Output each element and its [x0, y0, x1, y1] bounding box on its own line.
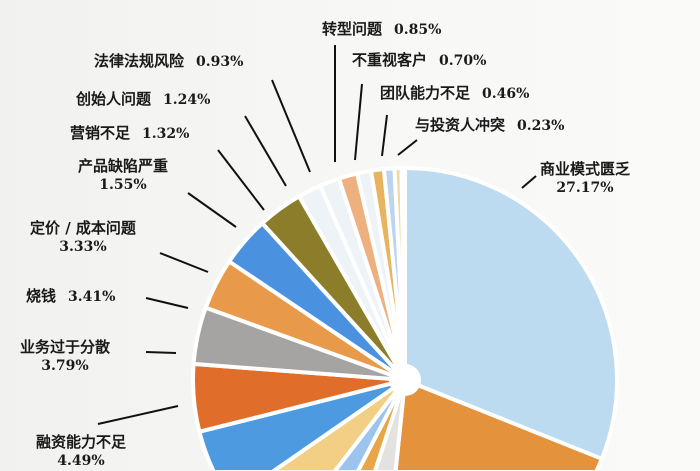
label-text: 转型问题: [322, 20, 383, 38]
label-pct: 1.55%: [99, 177, 147, 193]
label-burn: 烧钱 3.41%: [26, 287, 115, 307]
label-pct: 4.49%: [57, 453, 105, 469]
pie-slices: [191, 165, 619, 470]
pie-slice: [271, 378, 407, 470]
label-ignore-customer: 不重视客户 0.70%: [352, 51, 486, 71]
pie-slice: [399, 165, 407, 381]
label-pct: 3.33%: [59, 239, 107, 255]
pie-center: [389, 364, 421, 396]
pie-slice: [393, 377, 605, 470]
label-text: 与投资人冲突: [415, 116, 506, 134]
label-pct: 0.93%: [196, 54, 244, 70]
label-pct: 1.24%: [163, 92, 211, 108]
label-transformation: 转型问题 0.85%: [322, 20, 441, 40]
label-legal: 法律法规风险 0.93%: [94, 52, 243, 72]
label-pct: 3.41%: [68, 289, 116, 305]
label-scattered: 业务过于分散 3.79%: [20, 338, 110, 376]
label-pricing: 定价 / 成本问题 3.33%: [30, 219, 136, 257]
pie-slice: [373, 379, 407, 470]
label-team: 团队能力不足 0.46%: [380, 84, 529, 104]
label-pct: 0.23%: [517, 118, 565, 134]
pie-slice: [403, 165, 619, 462]
label-text: 业务过于分散: [20, 338, 111, 356]
label-business-model: 商业模式匮乏 27.17%: [540, 160, 630, 198]
label-marketing: 营销不足 1.32%: [70, 124, 189, 144]
label-text: 创始人问题: [76, 90, 152, 108]
label-text: 融资能力不足: [36, 433, 127, 451]
label-pct: 0.46%: [482, 86, 530, 102]
label-text: 团队能力不足: [380, 84, 471, 102]
label-pct: 0.70%: [439, 53, 487, 69]
label-text: 烧钱: [26, 287, 57, 305]
label-text: 法律法规风险: [94, 52, 185, 70]
label-pct: 3.79%: [41, 358, 89, 374]
label-financing: 融资能力不足 4.49%: [36, 433, 126, 471]
label-text: 商业模式匮乏: [540, 160, 631, 178]
label-founder: 创始人问题 1.24%: [76, 90, 210, 110]
label-investor-conflict: 与投资人冲突 0.23%: [415, 116, 564, 136]
label-product: 产品缺陷严重 1.55%: [78, 157, 168, 195]
label-text: 营销不足: [70, 124, 131, 142]
label-pct: 27.17%: [556, 180, 614, 196]
label-text: 定价 / 成本问题: [30, 219, 136, 237]
label-pct: 0.85%: [394, 22, 442, 38]
label-pct: 1.32%: [142, 126, 190, 142]
leader-lines: [97, 45, 537, 425]
label-text: 产品缺陷严重: [78, 157, 169, 175]
label-text: 不重视客户: [352, 51, 428, 69]
